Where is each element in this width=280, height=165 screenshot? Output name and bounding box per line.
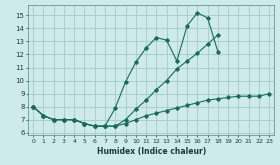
X-axis label: Humidex (Indice chaleur): Humidex (Indice chaleur): [97, 147, 206, 156]
